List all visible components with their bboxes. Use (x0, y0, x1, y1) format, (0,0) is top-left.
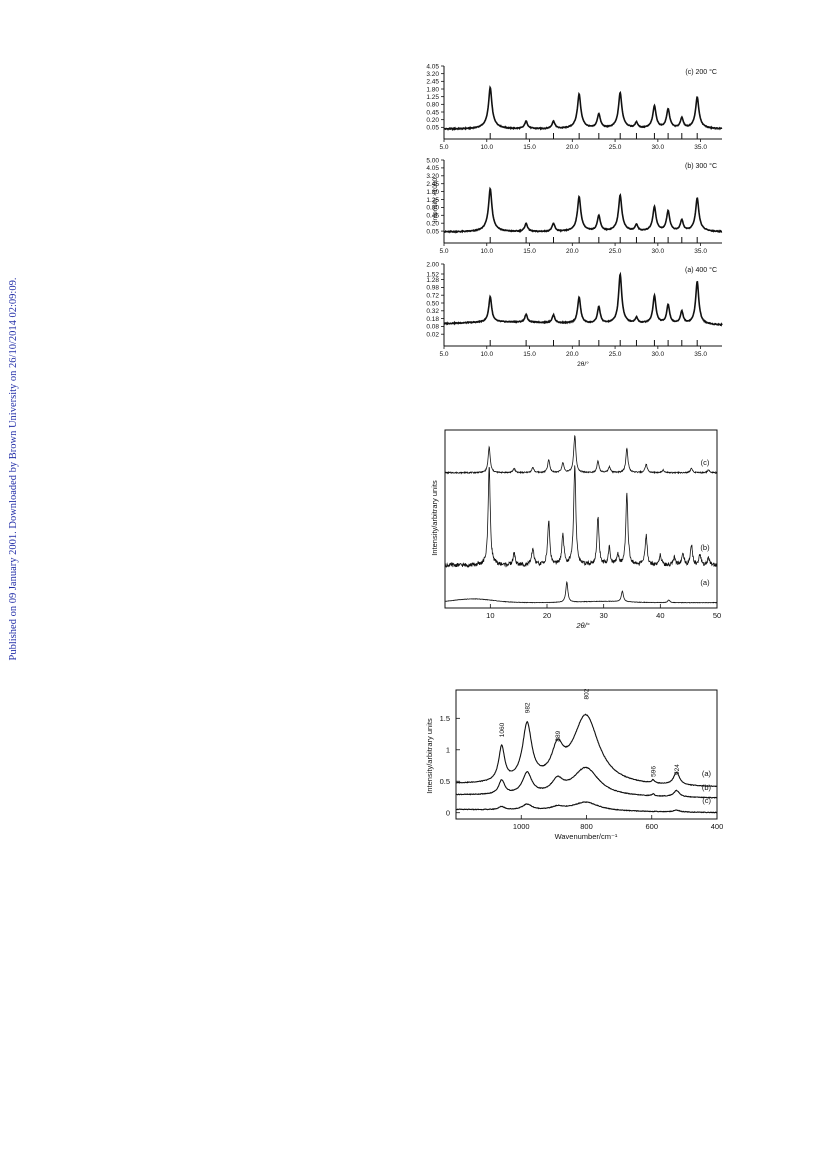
xrd-panel-x-tick-label: 25.0 (609, 248, 622, 255)
xrd-panel-y-tick-label: 1.28 (426, 277, 439, 284)
xrd-panel-y-tick-label: 0.72 (426, 293, 439, 300)
xrd-panel-x-tick-label: 35.0 (694, 248, 707, 255)
xrd-panel-y-tick-label: 2.45 (426, 181, 439, 188)
raman-trace (455, 766, 718, 799)
raman-x-tick-label: 600 (645, 822, 658, 831)
xrd-panel-y-tick-label: 1.80 (426, 189, 439, 196)
xrd-panel-label: (c) 200 °C (685, 68, 717, 76)
xrd2-series-label: (a) (700, 578, 710, 587)
xrd-panel-y-tick-label: 3.20 (426, 71, 439, 78)
xrd-panel-x-tick-label: 25.0 (609, 144, 622, 151)
raman-peak-label: 802 (583, 688, 590, 699)
raman-x-tick-label: 1000 (513, 822, 530, 831)
xrd-panel-x-tick-label: 30.0 (652, 144, 665, 151)
xrd-panel-y-tick-label: 0.98 (426, 285, 439, 292)
xrd2-trace (444, 435, 718, 475)
xrd-panel-y-tick-label: 3.20 (426, 173, 439, 180)
raman-peak-label: 982 (525, 702, 532, 713)
xrd2-series-label: (c) (701, 458, 710, 467)
raman-y-tick-label: 0 (446, 808, 450, 817)
xrd-panel-y-tick-label: 2.00 (426, 261, 439, 268)
raman-peak-label: 889 (555, 730, 562, 741)
xrd-panel-y-tick-label: 0.50 (426, 300, 439, 307)
xrd-panel-y-tick-label: 1.25 (426, 197, 439, 204)
xrd-panel-x-tick-label: 10.0 (480, 144, 493, 151)
xrd2-x-tick-label: 30 (599, 611, 607, 620)
xrd-panel-label: (b) 300 °C (685, 162, 717, 170)
xrd-panel-x-tick-label: 20.0 (566, 351, 579, 358)
raman-trace (455, 713, 718, 788)
raman-peak-label: 524 (674, 764, 681, 775)
xrd-panel-x-tick-label: 15.0 (523, 248, 536, 255)
xrd2-x-axis-label: 2θ/° (575, 621, 589, 630)
xrd-panel-y-tick-label: 1.25 (426, 94, 439, 101)
xrd2-y-axis-label: Intensity/arbitrary units (430, 480, 439, 556)
xrd2-x-tick-label: 50 (713, 611, 721, 620)
xrd-panel-y-tick-label: 0.45 (426, 109, 439, 116)
xrd-panel-y-tick-label: 0.02 (426, 332, 439, 339)
xrd-panel-y-tick-label: 0.80 (426, 102, 439, 109)
xrd-panel-x-tick-label: 35.0 (694, 144, 707, 151)
xrd-panel-y-tick-label: 0.45 (426, 213, 439, 220)
xrd2-trace (444, 465, 718, 569)
raman-x-tick-label: 800 (580, 822, 593, 831)
xrd2-trace (444, 580, 718, 604)
xrd2-series-label: (b) (700, 543, 710, 552)
raman-y-tick-label: 0.5 (440, 777, 450, 786)
xrd-panel-y-tick-label: 0.32 (426, 308, 439, 315)
xrd-panel-x-tick-label: 35.0 (694, 351, 707, 358)
xrd-panel-trace (443, 186, 723, 234)
xrd-panel-y-tick-label: 0.18 (426, 316, 439, 323)
xrd-panel-y-tick-label: 0.20 (426, 221, 439, 228)
xrd-x-axis-label: 2θ/° (577, 360, 589, 368)
raman-series-label: (a) (702, 769, 712, 778)
xrd-panel-trace (443, 271, 723, 327)
xrd-panel-x-tick-label: 10.0 (480, 351, 493, 358)
xrd-panel-y-tick-label: 0.05 (426, 228, 439, 235)
raman-plot-frame (455, 689, 718, 820)
xrd2-plot-frame (444, 429, 718, 609)
xrd-panel-y-tick-label: 0.20 (426, 117, 439, 124)
raman-y-tick-label: 1 (446, 745, 450, 754)
xrd-panel-y-tick-label: 0.08 (426, 324, 439, 331)
xrd-panel-x-tick-label: 5.0 (439, 144, 448, 151)
xrd-panel-y-tick-label: 0.80 (426, 205, 439, 212)
xrd-panel-x-tick-label: 30.0 (652, 248, 665, 255)
xrd-panel-trace (443, 85, 723, 132)
xrd-panel-x-tick-label: 20.0 (566, 144, 579, 151)
side-note: Published on 09 January 2001. Downloaded… (8, 277, 19, 661)
xrd-panel-label: (a) 400 °C (685, 266, 717, 274)
xrd2-x-tick-label: 40 (656, 611, 664, 620)
xrd-panel-x-tick-label: 20.0 (566, 248, 579, 255)
xrd-panel-x-tick-label: 30.0 (652, 351, 665, 358)
xrd-panel-y-tick-label: 1.80 (426, 86, 439, 93)
xrd-panel-y-tick-label: 4.05 (426, 165, 439, 172)
raman-series-label: (c) (702, 796, 711, 805)
xrd-panel-x-tick-label: 10.0 (480, 248, 493, 255)
raman-series-label: (b) (702, 783, 712, 792)
xrd-panel-x-tick-label: 25.0 (609, 351, 622, 358)
xrd-panel-y-tick-label: 4.05 (426, 63, 439, 70)
xrd2-x-tick-label: 10 (486, 611, 494, 620)
raman-x-tick-label: 400 (711, 822, 724, 831)
xrd-panel-y-tick-label: 0.05 (426, 125, 439, 132)
xrd-panel-y-tick-label: 2.45 (426, 79, 439, 86)
raman-x-axis-label: Wavenumber/cm⁻¹ (555, 832, 618, 841)
xrd-panel-y-tick-label: 5.00 (426, 157, 439, 164)
raman-y-tick-label: 1.5 (440, 714, 450, 723)
xrd2-x-tick-label: 20 (543, 611, 551, 620)
xrd-panel-x-tick-label: 5.0 (439, 248, 448, 255)
raman-trace (456, 801, 718, 814)
raman-y-axis-label: Intensity/arbitrary units (425, 718, 434, 794)
raman-peak-label: 1060 (499, 722, 506, 737)
xrd-panel-y-tick-label: 1.52 (426, 271, 439, 278)
raman-peak-label: 596 (651, 766, 658, 777)
xrd-y-axis-label: Intensity ×1000 (432, 177, 439, 222)
xrd-panel-x-tick-label: 5.0 (439, 351, 448, 358)
xrd-panel-x-tick-label: 15.0 (523, 351, 536, 358)
xrd-panel-x-tick-label: 15.0 (523, 144, 536, 151)
